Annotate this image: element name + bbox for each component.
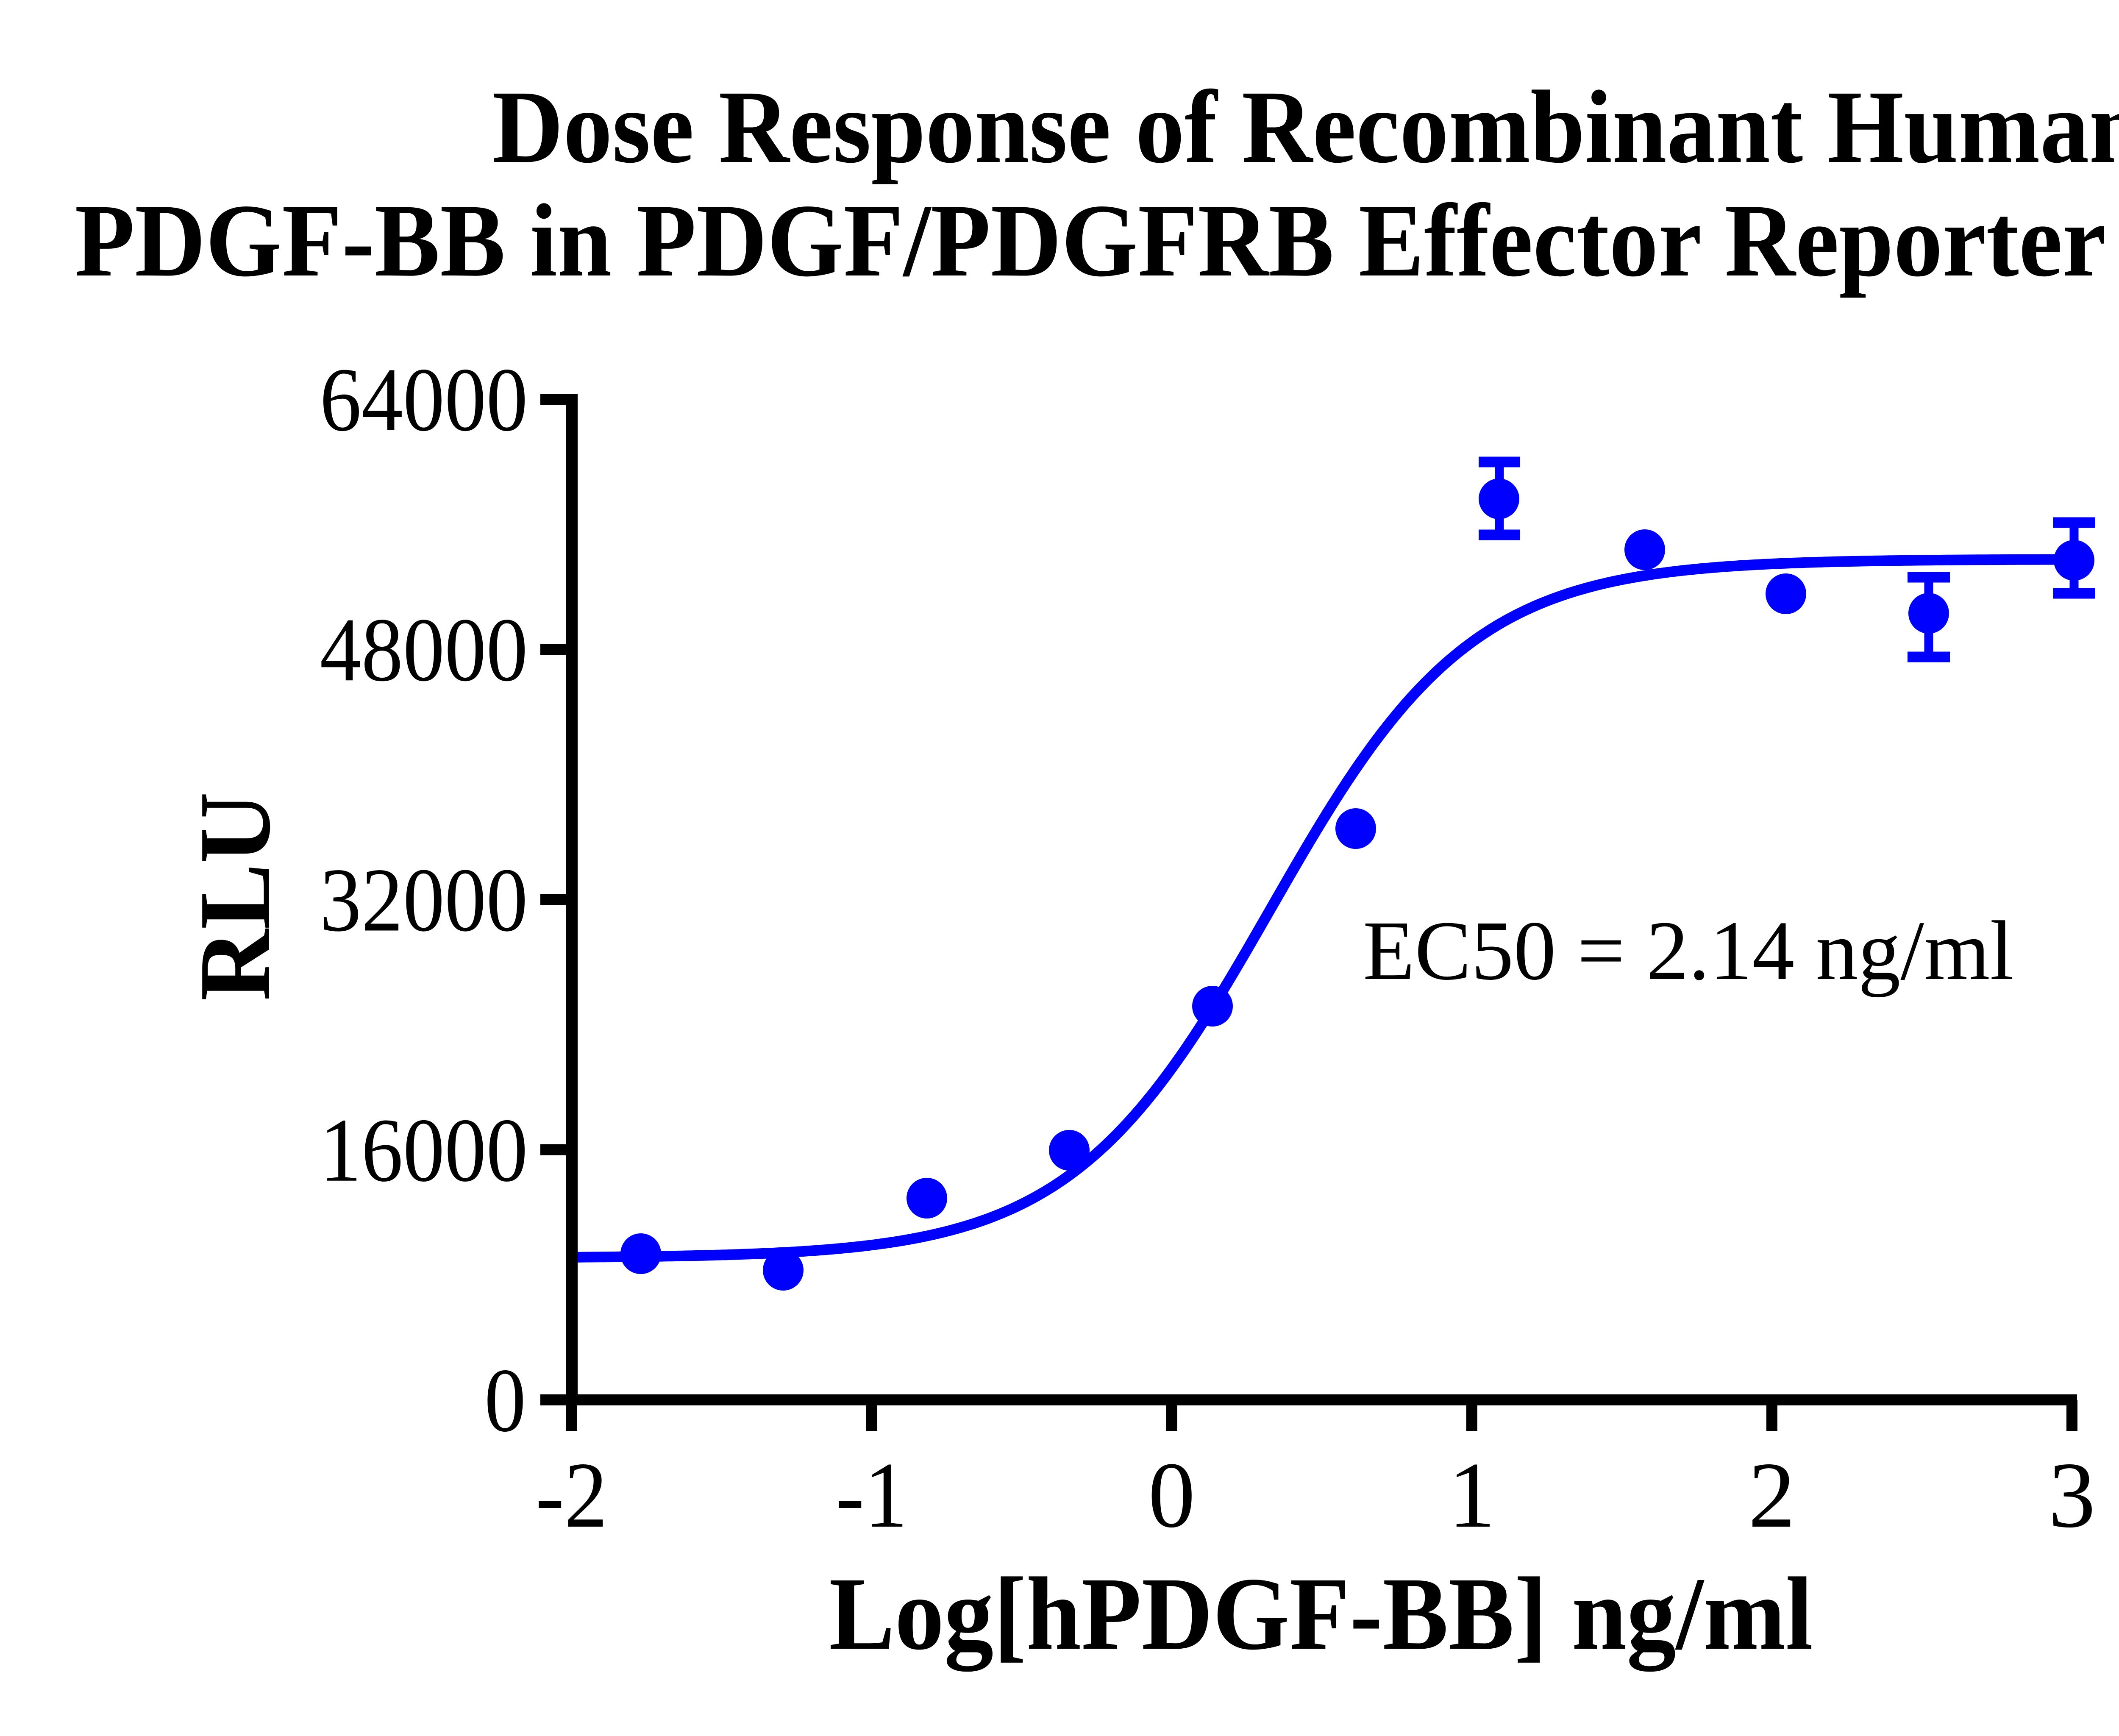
- svg-text:EC50 = 2.14 ng/ml: EC50 = 2.14 ng/ml: [1363, 904, 2013, 998]
- svg-text:PDGF-BB in PDGF/PDGFRB Effecto: PDGF-BB in PDGF/PDGFRB Effector Reporter…: [75, 183, 2119, 298]
- svg-text:0: 0: [1148, 1443, 1195, 1547]
- svg-text:-2: -2: [536, 1443, 608, 1547]
- svg-text:0: 0: [484, 1350, 526, 1451]
- svg-text:3: 3: [2049, 1443, 2096, 1547]
- svg-text:16000: 16000: [320, 1100, 528, 1201]
- svg-text:32000: 32000: [320, 849, 528, 950]
- svg-text:-1: -1: [836, 1443, 908, 1547]
- svg-text:RLU: RLU: [179, 792, 292, 1001]
- svg-text:64000: 64000: [320, 349, 528, 450]
- svg-text:1: 1: [1448, 1443, 1495, 1547]
- svg-text:Log[hPDGF-BB] ng/ml: Log[hPDGF-BB] ng/ml: [829, 1556, 1813, 1672]
- svg-text:48000: 48000: [320, 599, 528, 700]
- svg-text:2: 2: [1748, 1443, 1795, 1547]
- svg-text:Dose Response of Recombinant H: Dose Response of Recombinant Human: [492, 69, 2119, 185]
